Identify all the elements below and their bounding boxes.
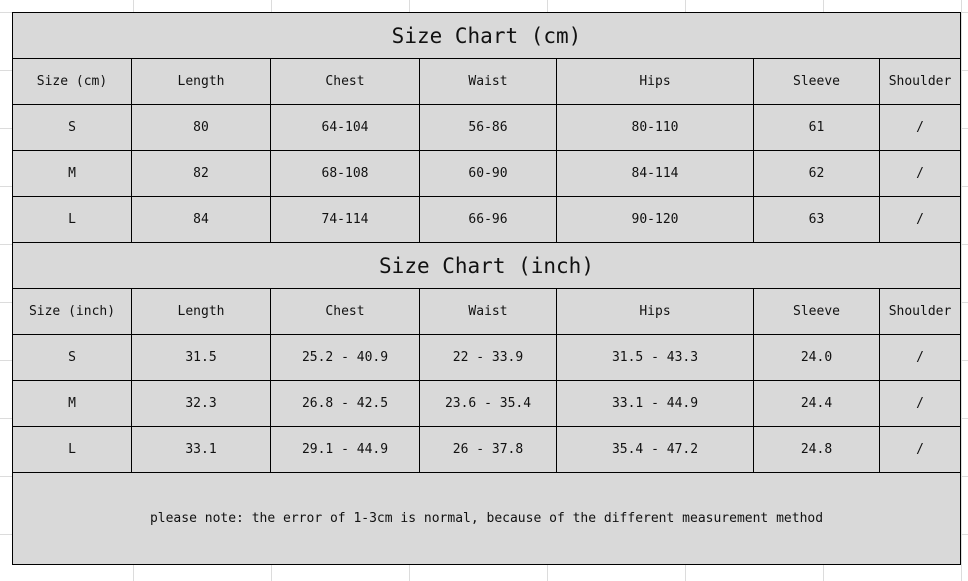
header-cell[interactable]: Shoulder [878,288,962,335]
table-cell[interactable]: S [12,104,132,151]
table-cell[interactable]: 66-96 [419,196,557,243]
table-row: L 33.1 29.1 - 44.9 26 - 37.8 35.4 - 47.2 24.8… [12,426,962,473]
header-cell[interactable]: Waist [419,58,557,105]
table-cell[interactable]: 68-108 [270,150,420,197]
table-cell[interactable]: 26.8 - 42.5 [270,380,420,427]
table-row: L 84 74-114 66-96 90-120 63/ [12,196,962,243]
table-cell[interactable]: M [12,150,132,197]
table-cell[interactable]: 33.1 - 44.9 [556,380,754,427]
header-cell[interactable]: Sleeve [753,288,880,335]
table-row: S 31.5 25.2 - 40.9 22 - 33.9 31.5 - 43.3 24.0… [12,334,962,381]
size-chart-table: Size Chart (cm) Size (cm) Length Chest Waist… [11,12,962,565]
table-cell[interactable]: 29.1 - 44.9 [270,426,420,473]
table-row: M 32.3 26.8 - 42.5 23.6 - 35.4 33.1 - 44.9 24… [12,380,962,427]
table-cell[interactable]: 64-104 [270,104,420,151]
table-cell[interactable]: / [878,104,962,151]
header-cell[interactable]: Size (inch) [12,288,132,335]
cm-chart-title: Size Chart (cm) [11,12,962,59]
table-cell[interactable]: 74-114 [270,196,420,243]
table-cell[interactable]: 24.8 [753,426,880,473]
table-cell[interactable]: 61 [753,104,880,151]
table-cell[interactable]: 90-120 [556,196,754,243]
header-cell[interactable]: Hips [556,288,754,335]
header-row: Size (inch) Length Chest Waist Hips Sleeve Sho… [12,288,962,335]
header-cell[interactable]: Size (cm) [12,58,132,105]
header-cell[interactable]: Sleeve [753,58,880,105]
table-cell[interactable]: / [878,150,962,197]
measurement-note: please note: the error of 1-3cm is norma… [11,472,962,565]
table-cell[interactable]: / [878,196,962,243]
header-cell[interactable]: Length [131,288,271,335]
table-cell[interactable]: 35.4 - 47.2 [556,426,754,473]
table-cell[interactable]: 23.6 - 35.4 [419,380,557,427]
header-cell[interactable]: Length [131,58,271,105]
table-row: S 80 64-104 56-86 80-110 61/ [12,104,962,151]
table-cell[interactable]: 24.0 [753,334,880,381]
table-row: M 82 68-108 60-90 84-114 62/ [12,150,962,197]
table-cell[interactable]: 80 [131,104,271,151]
table-cell[interactable]: 24.4 [753,380,880,427]
header-cell[interactable]: Hips [556,58,754,105]
header-row: Size (cm) Length Chest Waist Hips Sleeve Shoul… [12,58,962,105]
table-cell[interactable]: 56-86 [419,104,557,151]
table-cell[interactable]: 26 - 37.8 [419,426,557,473]
header-cell[interactable]: Chest [270,288,420,335]
header-cell[interactable]: Waist [419,288,557,335]
table-cell[interactable]: / [878,380,962,427]
table-cell[interactable]: 84 [131,196,271,243]
table-cell[interactable]: 33.1 [131,426,271,473]
table-cell[interactable]: M [12,380,132,427]
table-cell[interactable]: 31.5 [131,334,271,381]
table-cell[interactable]: 63 [753,196,880,243]
header-cell[interactable]: Chest [270,58,420,105]
table-cell[interactable]: 84-114 [556,150,754,197]
table-cell[interactable]: L [12,196,132,243]
table-cell[interactable]: 82 [131,150,271,197]
table-cell[interactable]: / [878,334,962,381]
table-cell[interactable]: 32.3 [131,380,271,427]
table-cell[interactable]: 22 - 33.9 [419,334,557,381]
table-cell[interactable]: 31.5 - 43.3 [556,334,754,381]
table-cell[interactable]: 62 [753,150,880,197]
table-cell[interactable]: L [12,426,132,473]
table-cell[interactable]: S [12,334,132,381]
header-cell[interactable]: Shoulder [878,58,962,105]
table-cell[interactable]: 80-110 [556,104,754,151]
table-cell[interactable]: / [878,426,962,473]
inch-chart-title: Size Chart (inch) [11,242,962,289]
table-cell[interactable]: 25.2 - 40.9 [270,334,420,381]
table-cell[interactable]: 60-90 [419,150,557,197]
